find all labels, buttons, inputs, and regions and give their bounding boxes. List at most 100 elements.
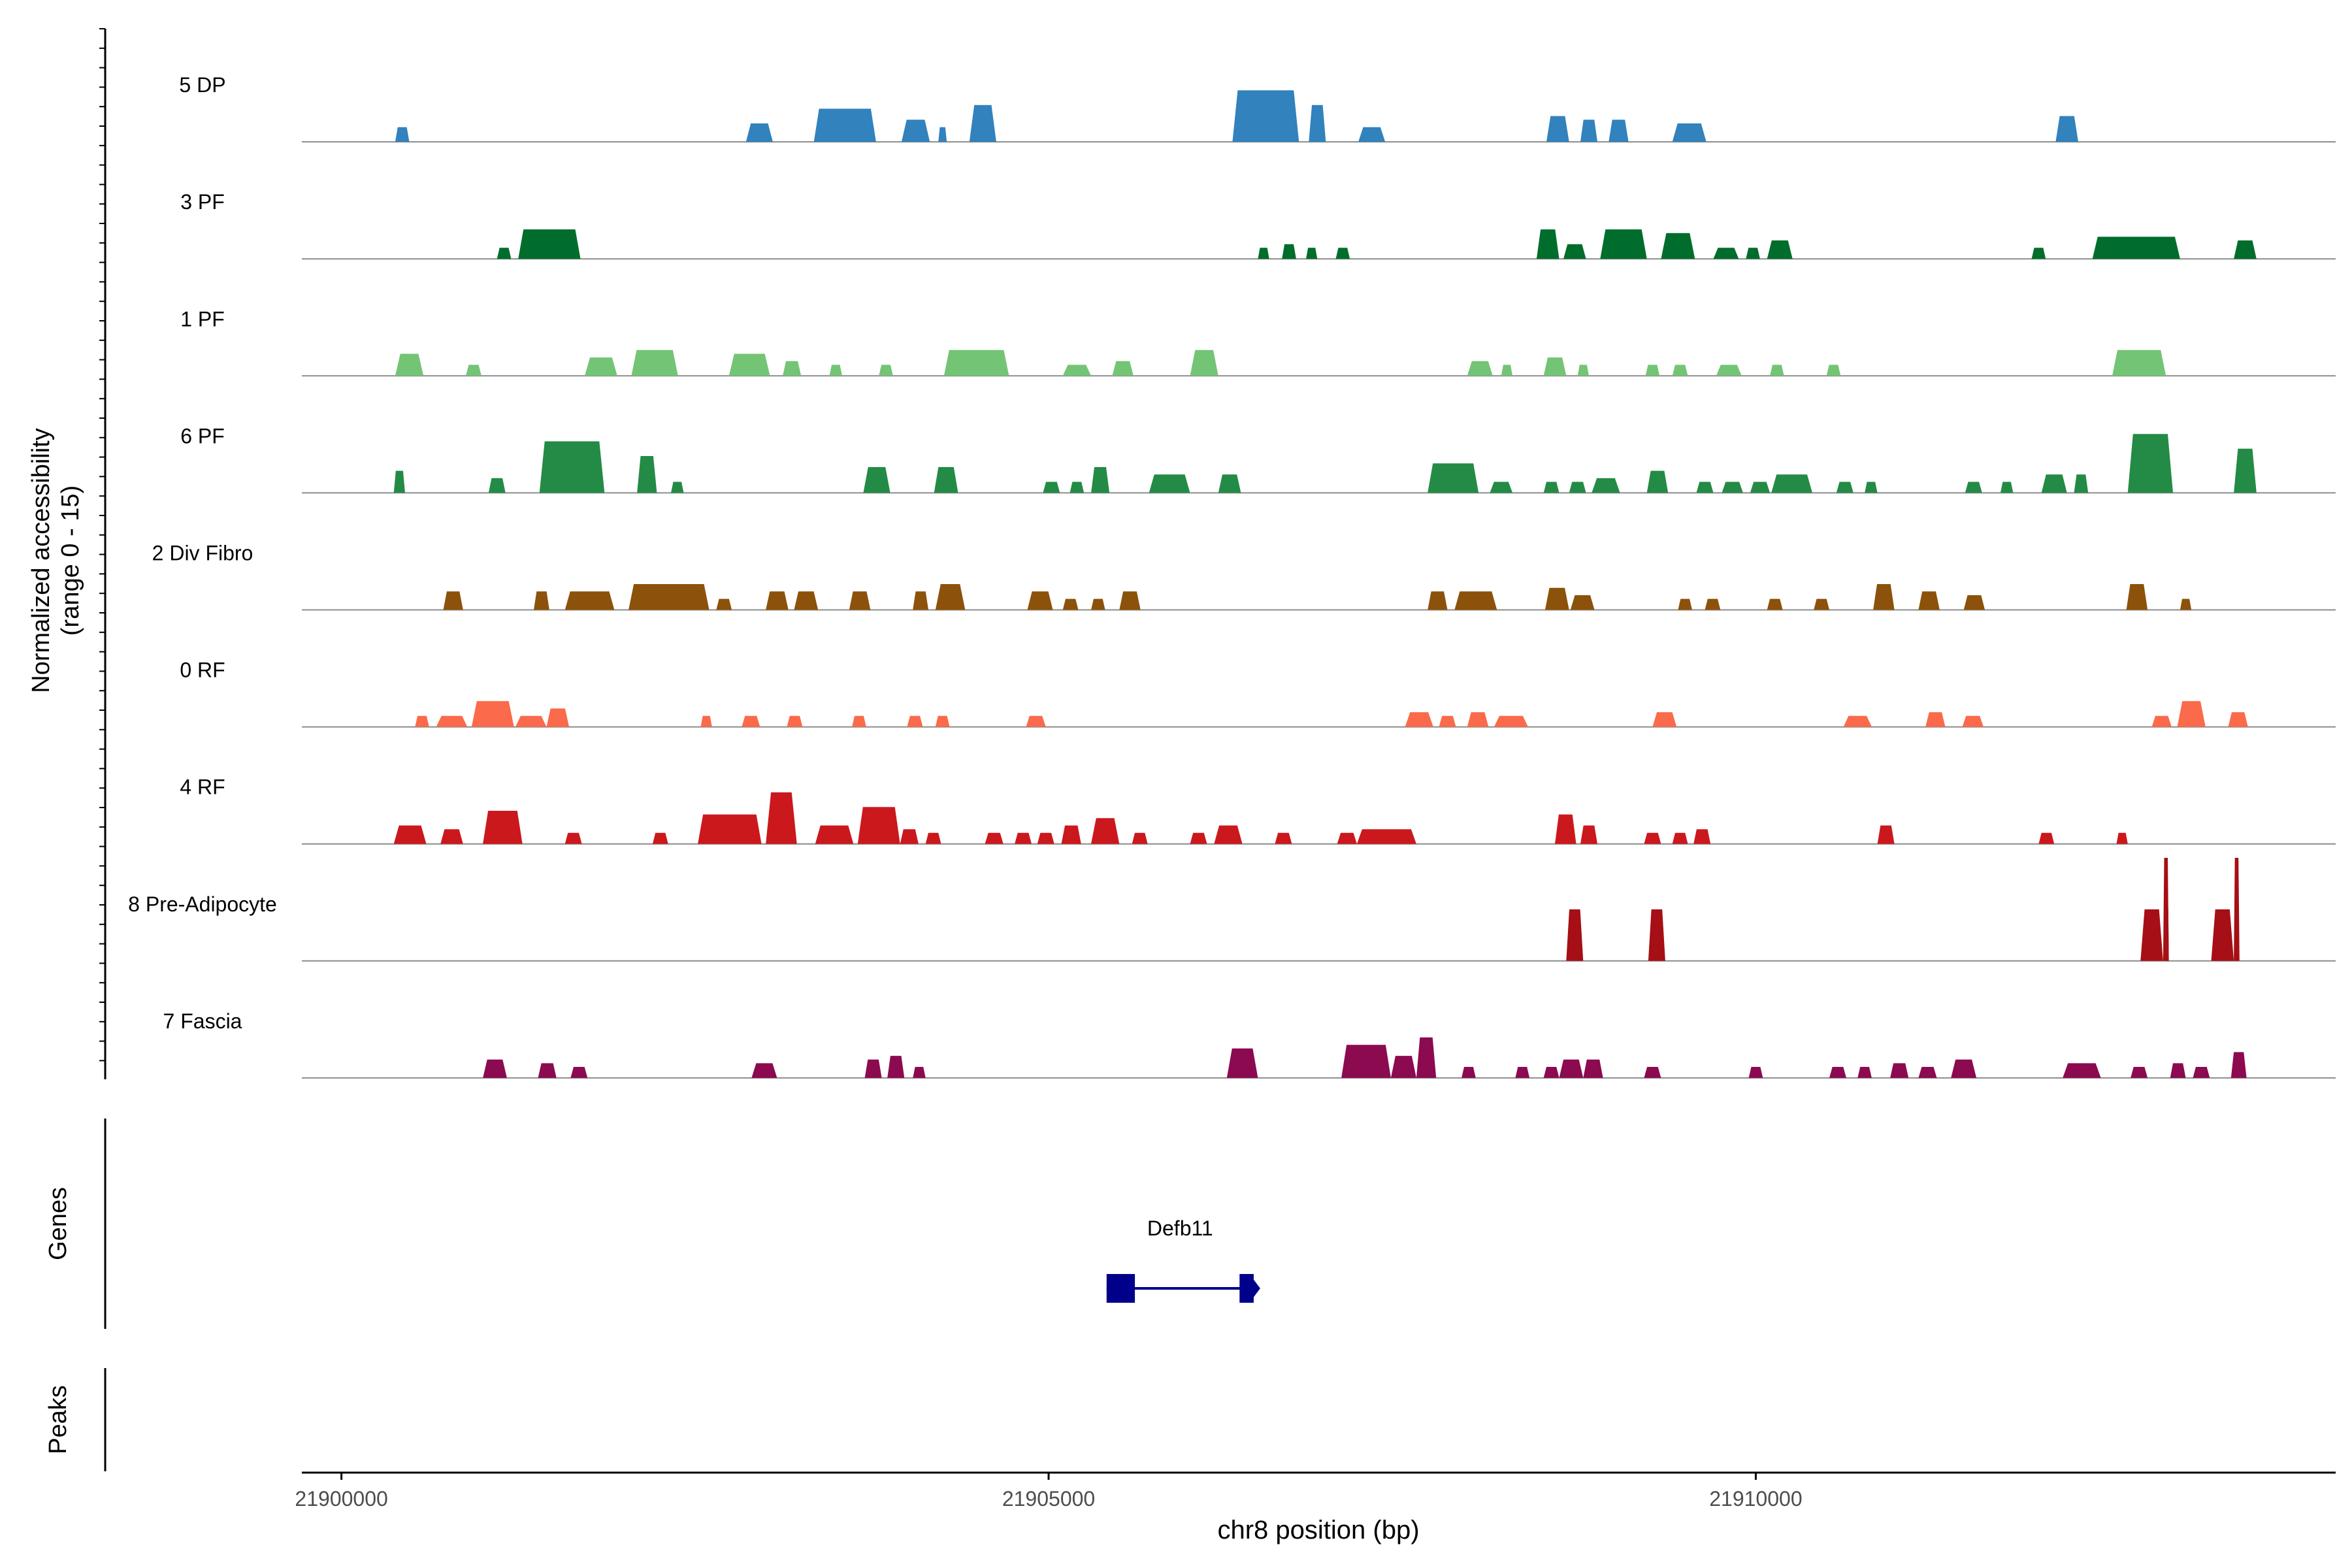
peak-4-13 <box>1119 591 1141 610</box>
peak-7-4 <box>2166 909 2169 961</box>
peak-8-20 <box>1890 1063 1909 1078</box>
peak-5-6 <box>742 715 760 727</box>
peak-4-17 <box>1570 595 1595 610</box>
peak-8-13 <box>1543 1067 1560 1078</box>
peak-4-15 <box>1454 591 1497 610</box>
peak-3-26 <box>2041 474 2067 493</box>
peak-8-19 <box>1857 1067 1872 1078</box>
x-axis-ticks: 21900000 21905000 21910000 <box>295 1473 1803 1511</box>
peak-3-27 <box>2074 474 2089 493</box>
peak-8-22 <box>1951 1059 1977 1078</box>
peak-5-16 <box>1652 712 1677 727</box>
peak-5-0 <box>415 715 429 727</box>
peak-5-11 <box>1026 715 1046 727</box>
peak-4-24 <box>1963 595 1985 610</box>
track-8: 7 Fascia <box>163 1009 2336 1079</box>
peak-4-4 <box>716 598 732 610</box>
peak-1-12 <box>1767 240 1793 259</box>
peak-2-7 <box>879 365 893 376</box>
peak-3-5 <box>863 466 890 493</box>
peak-2-2 <box>585 357 617 376</box>
peak-1-6 <box>1536 229 1560 259</box>
track-4: 2 Div Fibro <box>152 542 2336 611</box>
gene-exon-1 <box>1239 1274 1254 1303</box>
peak-4-1 <box>534 591 549 610</box>
peak-5-9 <box>907 715 923 727</box>
peak-0-10 <box>1580 120 1597 142</box>
peak-2-0 <box>395 353 424 376</box>
peak-3-9 <box>1091 466 1110 493</box>
peak-6-4 <box>652 832 668 844</box>
peak-2-4 <box>728 353 770 376</box>
peak-6-17 <box>1190 832 1207 844</box>
peak-3-0 <box>393 470 405 493</box>
peak-4-3 <box>629 584 710 610</box>
peak-3-29 <box>2234 448 2257 493</box>
peak-8-14 <box>1559 1059 1584 1078</box>
peak-3-12 <box>1428 463 1479 493</box>
peak-6-21 <box>1356 829 1416 844</box>
peak-6-15 <box>1091 818 1120 844</box>
peak-8-18 <box>1829 1067 1846 1078</box>
gene-strand-arrow <box>1252 1278 1260 1299</box>
peak-8-15 <box>1583 1059 1603 1078</box>
peak-5-19 <box>1962 715 1984 727</box>
peak-0-6 <box>1232 90 1299 142</box>
peak-2-17 <box>1672 365 1688 376</box>
peak-8-1 <box>538 1063 557 1078</box>
peak-8-16 <box>1644 1067 1661 1078</box>
peak-4-7 <box>849 591 871 610</box>
peak-6-2 <box>483 811 523 844</box>
peak-6-13 <box>1037 832 1054 844</box>
gene-exon-0 <box>1106 1274 1135 1303</box>
peak-5-14 <box>1467 712 1489 727</box>
peak-1-13 <box>2031 248 2046 259</box>
peak-1-1 <box>518 229 581 259</box>
peak-3-24 <box>1965 482 1982 493</box>
peak-6-14 <box>1061 825 1081 844</box>
track-label-7: 8 Pre-Adipocyte <box>128 892 277 916</box>
peak-2-14 <box>1543 357 1567 376</box>
track-label-3: 6 PF <box>180 424 225 448</box>
peak-2-12 <box>1467 361 1493 376</box>
track-2: 1 PF <box>180 307 2336 377</box>
peak-0-12 <box>1672 123 1707 142</box>
peak-5-21 <box>2177 701 2206 727</box>
peak-4-5 <box>766 591 789 610</box>
track-3: 6 PF <box>180 424 2336 494</box>
peak-5-13 <box>1439 715 1456 727</box>
peak-2-5 <box>783 361 802 376</box>
peak-6-20 <box>1337 832 1357 844</box>
peak-3-4 <box>671 482 684 493</box>
peak-3-14 <box>1543 482 1560 493</box>
peak-8-11 <box>1462 1067 1476 1078</box>
peak-2-8 <box>943 350 1009 376</box>
peak-4-14 <box>1428 591 1448 610</box>
track-label-8: 7 Fascia <box>163 1009 242 1033</box>
peak-5-17 <box>1843 715 1872 727</box>
peak-8-12 <box>1515 1067 1530 1078</box>
track-label-2: 1 PF <box>180 307 225 331</box>
peak-6-8 <box>857 807 900 844</box>
peak-4-2 <box>564 591 615 610</box>
peak-3-13 <box>1490 482 1513 493</box>
peak-5-4 <box>546 708 570 727</box>
peak-3-8 <box>1070 482 1085 493</box>
peak-0-4 <box>938 127 947 142</box>
peak-8-6 <box>913 1067 926 1078</box>
track-0: 5 DP <box>179 73 2336 143</box>
peak-7-5 <box>2211 909 2234 961</box>
peak-3-10 <box>1149 474 1190 493</box>
peak-7-0 <box>1566 909 1584 961</box>
peak-8-23 <box>2063 1063 2101 1078</box>
peak-4-8 <box>913 591 928 610</box>
peak-3-25 <box>2000 482 2014 493</box>
peak-4-21 <box>1814 598 1829 610</box>
peak-8-17 <box>1748 1067 1763 1078</box>
peak-5-3 <box>515 715 547 727</box>
peak-2-6 <box>829 365 842 376</box>
peak-2-11 <box>1190 350 1218 376</box>
peak-4-16 <box>1544 587 1569 610</box>
peak-2-3 <box>631 350 678 376</box>
